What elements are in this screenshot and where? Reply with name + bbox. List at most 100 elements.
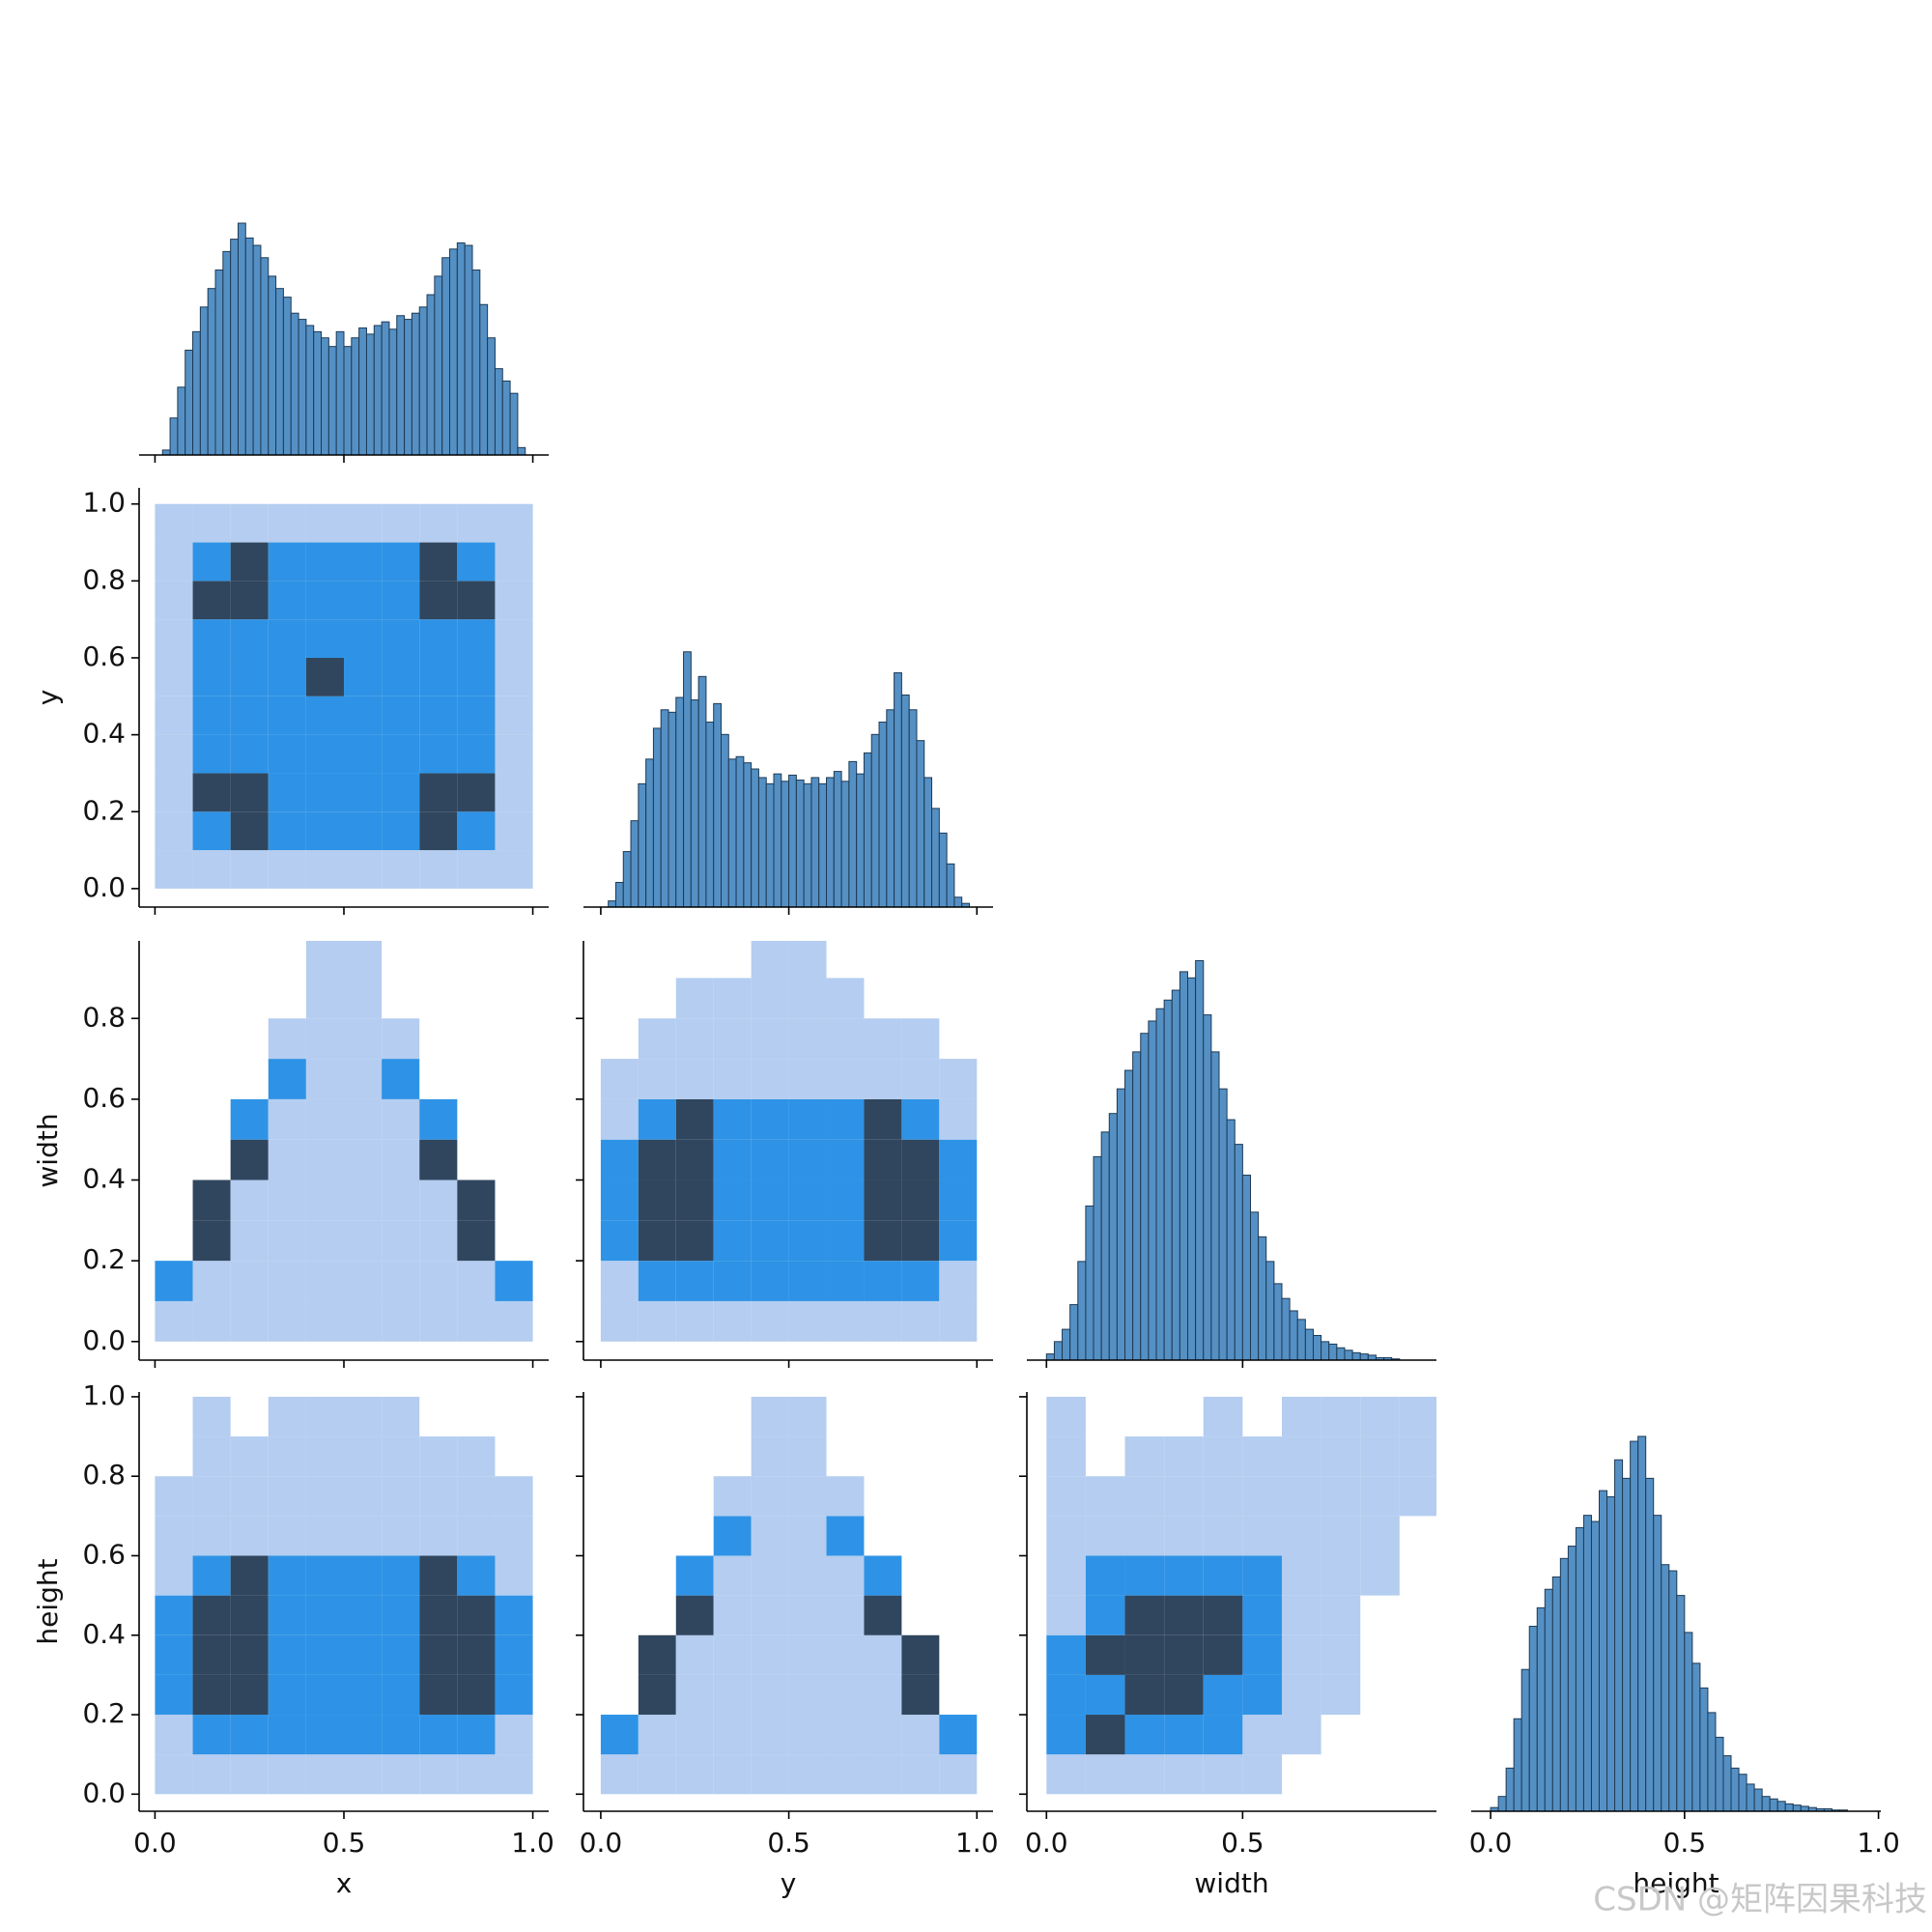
heat-cell (305, 542, 344, 582)
heat-cell (155, 978, 192, 1018)
heat-cell (305, 1018, 344, 1060)
heat-cell (268, 1139, 306, 1180)
heat-cell (713, 1261, 752, 1301)
heat-cell (230, 1674, 269, 1716)
heat-cell (1203, 1715, 1243, 1755)
heat-cell (939, 1516, 977, 1555)
heat-cell (192, 1555, 231, 1596)
heat-cell (268, 1595, 306, 1635)
bar (878, 722, 888, 907)
heat-cell (155, 696, 193, 735)
heat-cell (1321, 1476, 1361, 1517)
heat-cell (305, 978, 344, 1019)
bar (1249, 1211, 1260, 1360)
heat-cell (1360, 1754, 1400, 1794)
heat-cell (457, 1555, 496, 1596)
heat-cell (192, 503, 231, 543)
bar (645, 758, 654, 907)
heat-cell (382, 1139, 420, 1180)
heat-cell (639, 938, 676, 979)
heat-cell (676, 1476, 714, 1516)
heat-cell (676, 938, 714, 979)
heat-cell (1046, 1674, 1086, 1716)
heat-cell (788, 1098, 827, 1140)
bar (290, 312, 299, 455)
y-tick-label: 0.2 (82, 794, 126, 826)
heat-cell (1164, 1555, 1204, 1596)
heat-cell (495, 1754, 533, 1795)
heat-cell (495, 1516, 533, 1556)
bar (192, 330, 201, 455)
bar (321, 337, 329, 455)
heat-cell (155, 1140, 192, 1180)
heat-cell (305, 1059, 344, 1099)
heat-cell (495, 773, 533, 812)
bar (953, 896, 963, 907)
bar (305, 325, 315, 455)
heat-cell (155, 938, 192, 979)
heat-cell (1400, 1635, 1439, 1675)
heat-cell (713, 1300, 752, 1342)
bar (886, 709, 895, 907)
heat-cell (192, 1396, 231, 1437)
heat-cell (1046, 1436, 1086, 1477)
heat-cell (193, 1059, 231, 1099)
heat-cell (419, 1555, 458, 1596)
heat-cell (1399, 1396, 1436, 1437)
heat-cell (639, 978, 676, 1018)
heat-cell (751, 1018, 789, 1060)
bar (1171, 989, 1180, 1360)
bar (1551, 1576, 1561, 1811)
heat-cell (864, 1098, 902, 1140)
heat-cell (826, 1300, 865, 1342)
heat-cell (1046, 1555, 1086, 1596)
bar (833, 771, 842, 907)
heat-cell (939, 1596, 977, 1635)
heat-cell (305, 850, 344, 889)
heat-cell (495, 938, 532, 979)
heat-cell (305, 811, 344, 851)
heat-cell (495, 1555, 533, 1596)
heat-cell (193, 938, 231, 979)
heat-cell (344, 1261, 383, 1301)
heat-cell (419, 811, 458, 851)
heat-cell (675, 1595, 714, 1635)
heat-cell (864, 1754, 902, 1795)
heat-cell (344, 941, 383, 979)
heat-cell (901, 1179, 940, 1221)
heat-cell (230, 1261, 269, 1301)
bar (1575, 1526, 1584, 1811)
heat-cell (600, 1261, 639, 1301)
heat-cell (382, 1715, 420, 1755)
bar (1684, 1632, 1693, 1811)
heat-cell (495, 811, 533, 851)
bar (1559, 1557, 1569, 1811)
panel: 0.0 0.5 1.0 0.0 0.2 0.4 0.6 0.8 1.0 x height (32, 1379, 554, 1899)
plot-area (1046, 1396, 1439, 1795)
heat-cell (939, 1476, 977, 1516)
heat-cell (155, 1674, 193, 1716)
plot-area (155, 1396, 533, 1795)
heat-cell (268, 581, 306, 620)
bar (441, 257, 451, 455)
heat-cell (600, 1754, 639, 1795)
heat-cell (713, 1139, 752, 1180)
heat-cell (901, 1754, 940, 1795)
heat-cell (344, 1179, 383, 1221)
heat-cell (1360, 1516, 1400, 1556)
heat-cell (419, 734, 458, 774)
bar (335, 330, 345, 455)
heat-cell (344, 1516, 383, 1556)
heat-cell (1124, 1436, 1165, 1477)
bar (1328, 1343, 1338, 1360)
heat-cell (1242, 1516, 1282, 1556)
bar (721, 733, 729, 907)
heat-cell (344, 1396, 383, 1437)
bar (494, 368, 503, 455)
heat-cell (268, 1220, 306, 1262)
heat-cell (826, 1220, 865, 1262)
heat-cell (230, 696, 269, 735)
plot-area (155, 938, 533, 1342)
heat-cell (901, 1059, 940, 1099)
bar (365, 333, 375, 455)
